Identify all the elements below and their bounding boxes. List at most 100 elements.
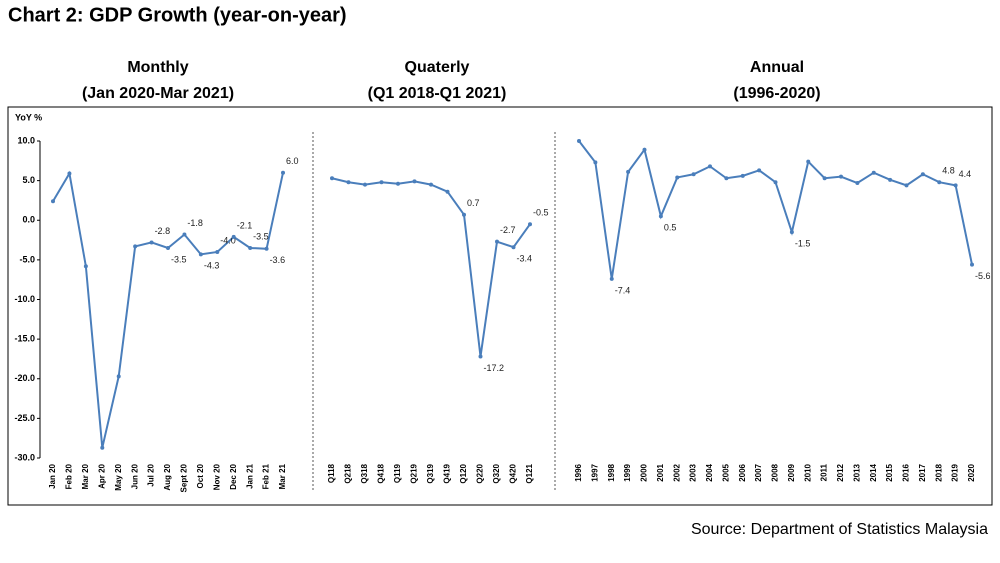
point (740, 173, 745, 178)
data-label: 0.5 (664, 223, 677, 233)
x-tick-label: Nov 20 (212, 463, 221, 490)
point (658, 214, 663, 219)
point (528, 222, 532, 227)
y-tick-label: -5.0 (19, 254, 35, 264)
point (149, 240, 154, 245)
x-tick-label: 2012 (836, 463, 845, 481)
x-tick-label: Q320 (492, 463, 501, 483)
x-tick-label: 2020 (967, 463, 976, 481)
x-tick-label: 2007 (754, 463, 763, 481)
x-tick-label: 1998 (607, 463, 616, 481)
data-label: -4.0 (220, 235, 236, 245)
point (215, 249, 220, 254)
point (642, 147, 647, 152)
point (970, 262, 974, 267)
y-tick-label: 0.0 (22, 215, 35, 225)
x-tick-label: Q121 (525, 463, 534, 483)
x-tick-label: Jan 20 (48, 463, 57, 488)
point (363, 182, 367, 187)
point (757, 168, 762, 173)
x-tick-label: 2013 (852, 463, 861, 481)
point (822, 176, 827, 181)
x-tick-label: Q418 (377, 463, 386, 483)
data-label: -3.5 (253, 231, 269, 241)
x-tick-label: 2000 (640, 463, 649, 481)
data-label: 4.8 (942, 166, 955, 176)
point (248, 245, 253, 250)
point (396, 181, 400, 186)
point (773, 180, 778, 185)
data-label: -2.1 (237, 220, 253, 230)
data-label: 6.0 (286, 156, 299, 166)
source: Source: Department of Statistics Malaysi… (691, 521, 988, 538)
y-tick-label: -10.0 (14, 294, 35, 304)
point (264, 246, 269, 251)
panel-title: Quaterly (405, 59, 470, 76)
point (724, 176, 729, 181)
x-tick-label: 2001 (656, 463, 665, 481)
point (51, 199, 55, 204)
point (495, 239, 499, 244)
x-tick-label: Q218 (344, 463, 353, 483)
x-tick-label: Aug 20 (163, 463, 172, 490)
x-tick-label: 1999 (623, 463, 632, 481)
data-label: -4.3 (204, 261, 220, 271)
point (691, 172, 696, 177)
x-tick-label: Oct 20 (196, 463, 205, 488)
panel-subtitle: (Q1 2018-Q1 2021) (368, 85, 507, 102)
point (577, 139, 581, 143)
x-tick-label: 2002 (672, 463, 681, 481)
point (346, 180, 351, 185)
y-tick-label: -15.0 (14, 334, 35, 344)
point (379, 180, 384, 185)
data-label: -3.5 (171, 254, 187, 264)
data-label: -1.8 (187, 218, 203, 228)
point (511, 245, 516, 250)
x-tick-label: 2015 (885, 463, 894, 481)
point (839, 174, 843, 179)
point (281, 170, 285, 175)
x-tick-label: Q118 (327, 463, 336, 483)
point (83, 264, 88, 269)
panel-title: Monthly (127, 59, 188, 76)
x-tick-label: Jun 20 (130, 463, 139, 489)
x-tick-label: 2014 (869, 463, 878, 481)
point (100, 445, 105, 450)
x-tick-label: 2017 (918, 463, 927, 481)
data-label: -2.7 (500, 225, 516, 235)
panel-title: Annual (750, 59, 804, 76)
x-tick-label: Q420 (509, 463, 518, 483)
x-tick-label: 2011 (820, 463, 829, 481)
y-axis-label: YoY % (15, 112, 42, 122)
point (67, 171, 72, 176)
point (593, 160, 598, 165)
x-tick-label: Dec 20 (229, 463, 238, 489)
x-tick-label: Q419 (443, 463, 452, 483)
y-tick-label: -25.0 (14, 413, 35, 423)
y-tick-label: 10.0 (17, 135, 35, 145)
point (675, 175, 680, 180)
point (789, 230, 794, 235)
line (331, 177, 531, 357)
x-tick-label: Q220 (476, 463, 485, 483)
panel-subtitle: (1996-2020) (733, 85, 820, 102)
point (116, 374, 121, 379)
page-title: Chart 2: GDP Growth (year-on-year) (8, 4, 347, 26)
x-tick-label: 2009 (787, 463, 796, 481)
point (871, 170, 876, 175)
x-tick-label: 2005 (721, 463, 730, 481)
x-tick-label: 2004 (705, 463, 714, 481)
point (806, 159, 811, 164)
data-label: -5.6 (975, 271, 991, 281)
line (52, 170, 284, 448)
x-tick-label: 1996 (574, 463, 583, 481)
data-label: -7.4 (615, 285, 631, 295)
data-label: 0.7 (467, 198, 480, 208)
data-label: -0.5 (533, 208, 549, 218)
x-tick-label: Q120 (459, 463, 468, 483)
y-tick-label: -30.0 (14, 452, 35, 462)
data-label: 4.4 (959, 169, 972, 179)
x-tick-label: Jul 20 (147, 463, 156, 486)
point (888, 177, 893, 182)
x-tick-label: Sept 20 (180, 463, 189, 492)
